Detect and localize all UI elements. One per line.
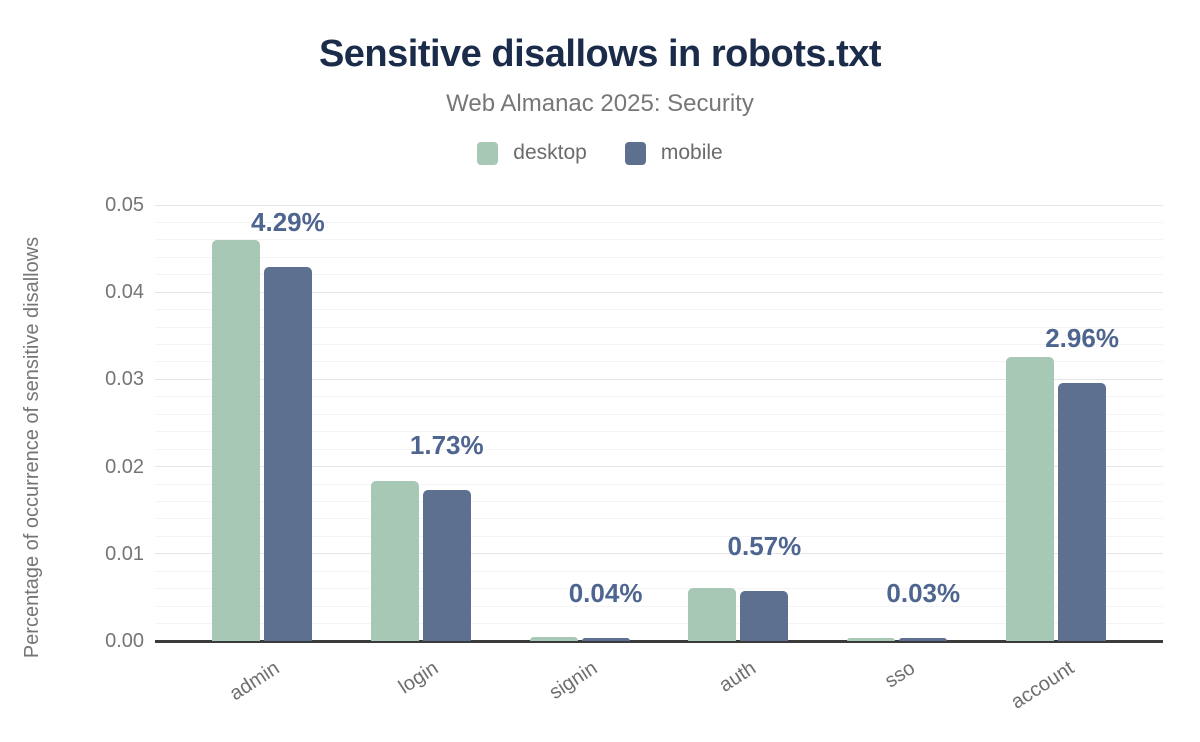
data-label-login: 1.73% (409, 430, 484, 461)
legend-label-desktop: desktop (513, 141, 587, 164)
gridline-minor (155, 274, 1163, 276)
gridline-minor (155, 535, 1163, 537)
data-label-account: 2.96% (1045, 322, 1119, 353)
y-axis-title-container: Percentage of occurrence of sensitive di… (18, 195, 48, 700)
gridline-minor (155, 344, 1163, 346)
gridline-minor (155, 483, 1163, 485)
x-axis-label-login: login (395, 657, 443, 699)
x-axis-label-auth: auth (715, 657, 761, 697)
y-tick-label: 0.04 (105, 281, 144, 304)
bar-mobile-login (422, 490, 471, 641)
gridline-minor (155, 221, 1163, 223)
x-axis-label-sso: sso (881, 657, 920, 693)
bar-desktop-account (1006, 356, 1055, 641)
gridline-major (155, 204, 1163, 206)
bar-desktop-auth (688, 587, 737, 641)
bar-desktop-signin (529, 636, 578, 641)
bar-mobile-auth (740, 591, 789, 641)
gridline-minor (155, 570, 1163, 572)
chart-subtitle: Web Almanac 2025: Security (446, 90, 754, 117)
x-axis-label-admin: admin (226, 657, 284, 706)
legend-swatch-mobile-icon (624, 141, 646, 165)
gridline-minor (155, 239, 1163, 241)
plot-area: 4.29% 1.73% 0.04% 0.57% 0.03% 2.96% (155, 204, 1163, 643)
bar-mobile-signin (581, 637, 630, 641)
y-tick-label: 0.05 (105, 194, 144, 216)
gridline-minor (155, 396, 1163, 398)
bar-mobile-account (1058, 382, 1107, 641)
gridline-minor (155, 309, 1163, 311)
bar-desktop-admin (211, 239, 260, 641)
gridline-minor (155, 256, 1163, 258)
gridline-major (155, 466, 1163, 468)
x-axis-label-signin: signin (545, 657, 602, 704)
gridline-minor (155, 431, 1163, 433)
gridline-minor (155, 605, 1163, 607)
chart-title: Sensitive disallows in robots.txt (318, 33, 882, 75)
bar-desktop-sso (847, 638, 896, 641)
y-tick-label: 0.01 (105, 542, 144, 565)
gridline-major (155, 378, 1163, 380)
data-label-signin: 0.04% (568, 577, 643, 608)
gridline-minor (155, 500, 1163, 502)
gridline-major (155, 553, 1163, 555)
gridline-minor (155, 413, 1163, 415)
data-label-admin: 4.29% (251, 206, 325, 237)
gridline-minor (155, 588, 1163, 590)
gridline-minor (155, 623, 1163, 625)
gridline-minor (155, 326, 1163, 328)
legend-label-mobile: mobile (660, 141, 723, 164)
x-axis-line (155, 640, 1163, 643)
gridline-minor (155, 518, 1163, 520)
legend-swatch-desktop-icon (477, 141, 499, 165)
x-axis-label-account: account (1007, 657, 1079, 714)
legend: desktop mobile (0, 141, 1200, 165)
legend-item-mobile: mobile (624, 141, 723, 165)
gridline-major (155, 291, 1163, 293)
bar-desktop-login (370, 481, 419, 641)
legend-item-desktop: desktop (477, 141, 587, 165)
y-tick-label: 0.03 (105, 368, 144, 391)
bar-mobile-admin (263, 266, 312, 641)
data-label-sso: 0.03% (886, 578, 961, 609)
y-tick-label: 0.02 (105, 455, 144, 478)
bar-mobile-sso (899, 638, 948, 641)
gridline-minor (155, 448, 1163, 450)
y-axis-title: Percentage of occurrence of sensitive di… (21, 236, 44, 659)
data-label-auth: 0.57% (727, 531, 802, 562)
gridline-minor (155, 361, 1163, 363)
y-tick-label: 0.00 (105, 630, 144, 652)
